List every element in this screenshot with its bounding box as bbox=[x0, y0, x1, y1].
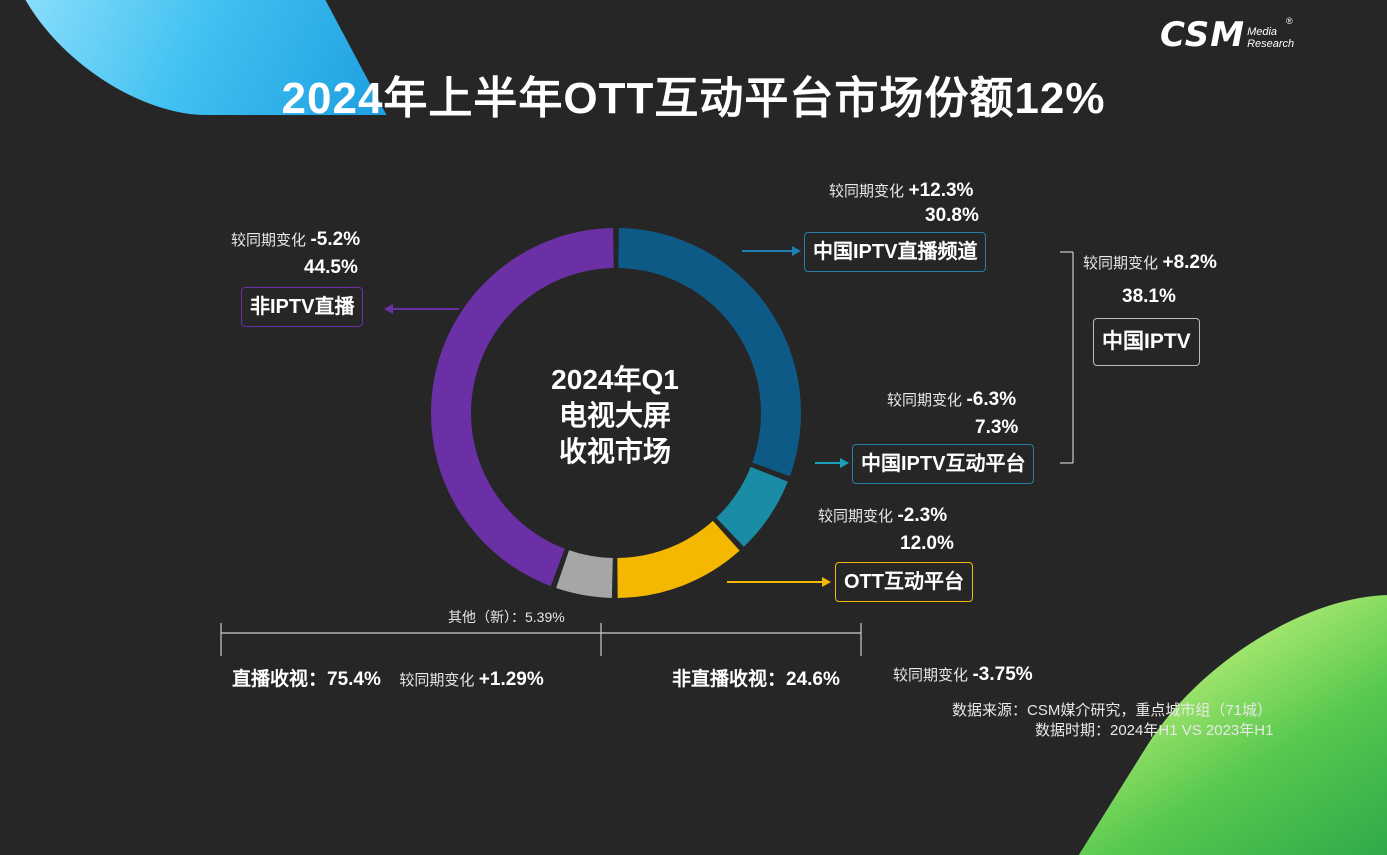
page-title: 2024年上半年OTT互动平台市场份额12% bbox=[281, 74, 1106, 123]
iptv-inter-share: 7.3% bbox=[975, 417, 1019, 438]
logo-sub-media: Media bbox=[1247, 26, 1278, 38]
arrow-head-non-iptv bbox=[384, 304, 393, 314]
connector-arrows bbox=[220, 246, 1074, 656]
data-period: 数据时期：2024年H1 VS 2023年H1 bbox=[1035, 722, 1274, 739]
arrow-head-iptv-interactive bbox=[840, 458, 849, 468]
non-iptv-change: 较同期变化 -5.2% bbox=[231, 229, 360, 251]
iptv-live-share: 30.8% bbox=[925, 205, 979, 226]
ott-share: 12.0% bbox=[900, 533, 954, 554]
ott-change: 较同期变化 -2.3% bbox=[818, 505, 947, 527]
change-label: 较同期变化 bbox=[818, 508, 894, 525]
donut-center-title: 2024年Q1 电视大屏 收视市场 bbox=[540, 362, 690, 470]
donut-slices bbox=[430, 228, 802, 598]
nonlive-total: 非直播收视：24.6% bbox=[672, 664, 840, 691]
non-iptv-share: 44.5% bbox=[304, 257, 358, 278]
nonlive-change-value: -3.75% bbox=[972, 664, 1033, 685]
live-total: 直播收视：75.4% 较同期变化 +1.29% bbox=[232, 664, 544, 691]
change-label: 较同期变化 bbox=[829, 183, 905, 200]
donut-slice-other bbox=[556, 550, 613, 598]
logo-registered-mark: ® bbox=[1286, 16, 1293, 26]
nonlive-total-change: 较同期变化 -3.75% bbox=[893, 664, 1033, 686]
change-value: +8.2% bbox=[1162, 252, 1217, 273]
legend-box-iptv-group: 中国IPTV bbox=[1093, 318, 1200, 366]
change-label: 较同期变化 bbox=[893, 667, 969, 684]
iptv-group-change: 较同期变化 +8.2% bbox=[1083, 252, 1217, 274]
change-value: -6.3% bbox=[966, 389, 1017, 410]
arrow-head-ott bbox=[822, 577, 831, 587]
live-total-text: 直播收视：75.4% bbox=[232, 669, 381, 690]
change-label: 较同期变化 bbox=[399, 672, 475, 689]
change-value: +12.3% bbox=[908, 180, 974, 201]
change-label: 较同期变化 bbox=[887, 392, 963, 409]
data-source: 数据来源：CSM媒介研究，重点城市组（71城） bbox=[952, 702, 1273, 719]
csm-logo: CSM ® Media Research bbox=[1160, 16, 1294, 54]
legend-box-iptv-interactive: 中国IPTV互动平台 bbox=[852, 444, 1035, 484]
live-total-change: +1.29% bbox=[478, 669, 544, 690]
center-line-1: 2024年Q1 bbox=[551, 364, 679, 395]
change-value: -2.3% bbox=[897, 505, 948, 526]
other-label: 其他（新）：5.39% bbox=[448, 609, 565, 625]
donut-slice-iptv-interactive bbox=[716, 466, 788, 547]
change-label: 较同期变化 bbox=[231, 232, 307, 249]
nonlive-total-text: 非直播收视：24.6% bbox=[672, 669, 840, 690]
donut-slice-ott-interactive bbox=[617, 520, 740, 598]
legend-box-non-iptv-live: 非IPTV直播 bbox=[241, 287, 364, 327]
donut-chart bbox=[220, 228, 1074, 656]
center-line-2: 电视大屏 bbox=[558, 400, 671, 431]
logo-sub-research: Research bbox=[1247, 38, 1295, 50]
iptv-inter-change: 较同期变化 -6.3% bbox=[887, 389, 1016, 411]
legend-box-ott-interactive: OTT互动平台 bbox=[835, 562, 973, 602]
change-value: -5.2% bbox=[310, 229, 361, 250]
iptv-group-share: 38.1% bbox=[1122, 286, 1176, 307]
donut-slice-non-iptv-live bbox=[430, 228, 614, 587]
center-line-3: 收视市场 bbox=[558, 436, 671, 467]
iptv-live-change: 较同期变化 +12.3% bbox=[829, 180, 973, 202]
logo-subtext: Media Research bbox=[1247, 26, 1294, 50]
logo-main-text: CSM bbox=[1160, 15, 1246, 55]
legend-box-iptv-live-channel: 中国IPTV直播频道 bbox=[804, 232, 987, 272]
arrow-head-iptv-live bbox=[792, 246, 801, 256]
change-label: 较同期变化 bbox=[1083, 255, 1159, 272]
donut-slice-iptv-live bbox=[618, 228, 802, 477]
